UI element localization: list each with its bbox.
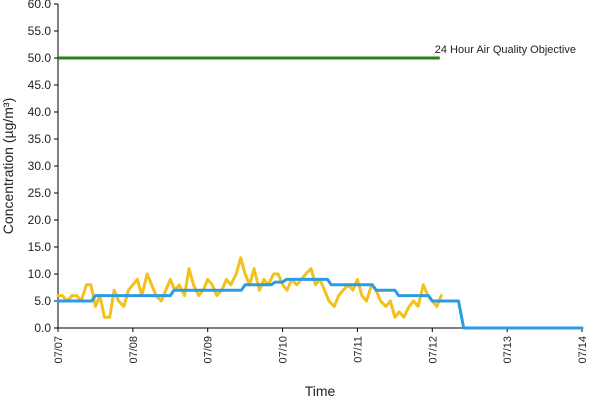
- x-tick-label: 07/09: [203, 336, 215, 364]
- x-tick-label: 07/13: [502, 336, 514, 364]
- reference-layer: 24 Hour Air Quality Objective: [58, 44, 576, 60]
- x-tick-label: 07/08: [128, 336, 140, 364]
- series-layer: [56, 256, 584, 330]
- x-tick-label: 07/11: [352, 336, 364, 363]
- x-axis-title: Time: [305, 383, 336, 399]
- y-tick-label: 50.0: [28, 51, 52, 65]
- y-axis-title: Concentration (µg/m³): [0, 98, 16, 234]
- y-tick-label: 45.0: [28, 78, 52, 92]
- y-tick-label: 35.0: [28, 132, 52, 146]
- y-tick-label: 55.0: [28, 24, 52, 38]
- series-line-blue: [56, 277, 584, 330]
- air-quality-objective-label: 24 Hour Air Quality Objective: [435, 44, 576, 56]
- y-ticks: 0.0 5.0 10.0 15.0 20.0 25.0 30.0 35.0 40.0 45.0 50…: [28, 0, 58, 335]
- y-tick-label: 5.0: [34, 294, 51, 308]
- x-tick-label: 07/07: [53, 336, 65, 364]
- y-tick-label: 25.0: [28, 186, 52, 200]
- y-tick-label: 20.0: [28, 213, 52, 227]
- y-tick-label: 15.0: [28, 240, 52, 254]
- y-tick-label: 0.0: [34, 321, 51, 335]
- y-tick-label: 30.0: [28, 159, 52, 173]
- x-ticks: 07/07 07/08 07/09 07/10 07/11 07/12 07/13 07/14: [53, 328, 589, 364]
- y-tick-label: 10.0: [28, 267, 52, 281]
- y-tick-label: 60.0: [28, 0, 52, 11]
- y-tick-label: 40.0: [28, 105, 52, 119]
- x-tick-label: 07/12: [427, 336, 439, 364]
- series-line-yellow: [56, 256, 443, 319]
- x-tick-label: 07/14: [577, 336, 589, 364]
- x-tick-label: 07/10: [278, 336, 290, 364]
